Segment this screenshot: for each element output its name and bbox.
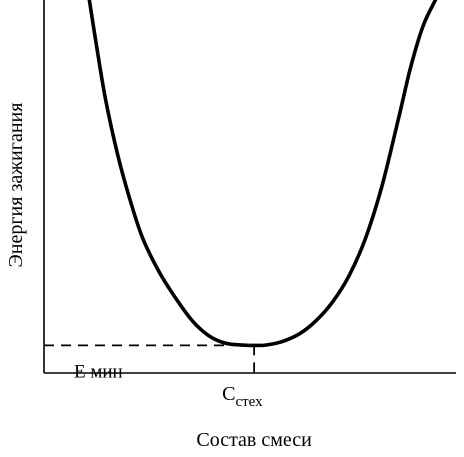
minimum-energy-label: Е мин <box>74 361 123 382</box>
stoichiometric-tick-subscript: стех <box>235 394 263 410</box>
stoichiometric-tick-label: Сстех <box>222 383 263 410</box>
stoichiometric-tick-main: С <box>222 383 235 405</box>
ignition-energy-curve <box>87 0 438 348</box>
x-axis-label: Состав смеси <box>196 429 312 451</box>
y-axis-label: Энергия зажигания <box>5 103 27 268</box>
